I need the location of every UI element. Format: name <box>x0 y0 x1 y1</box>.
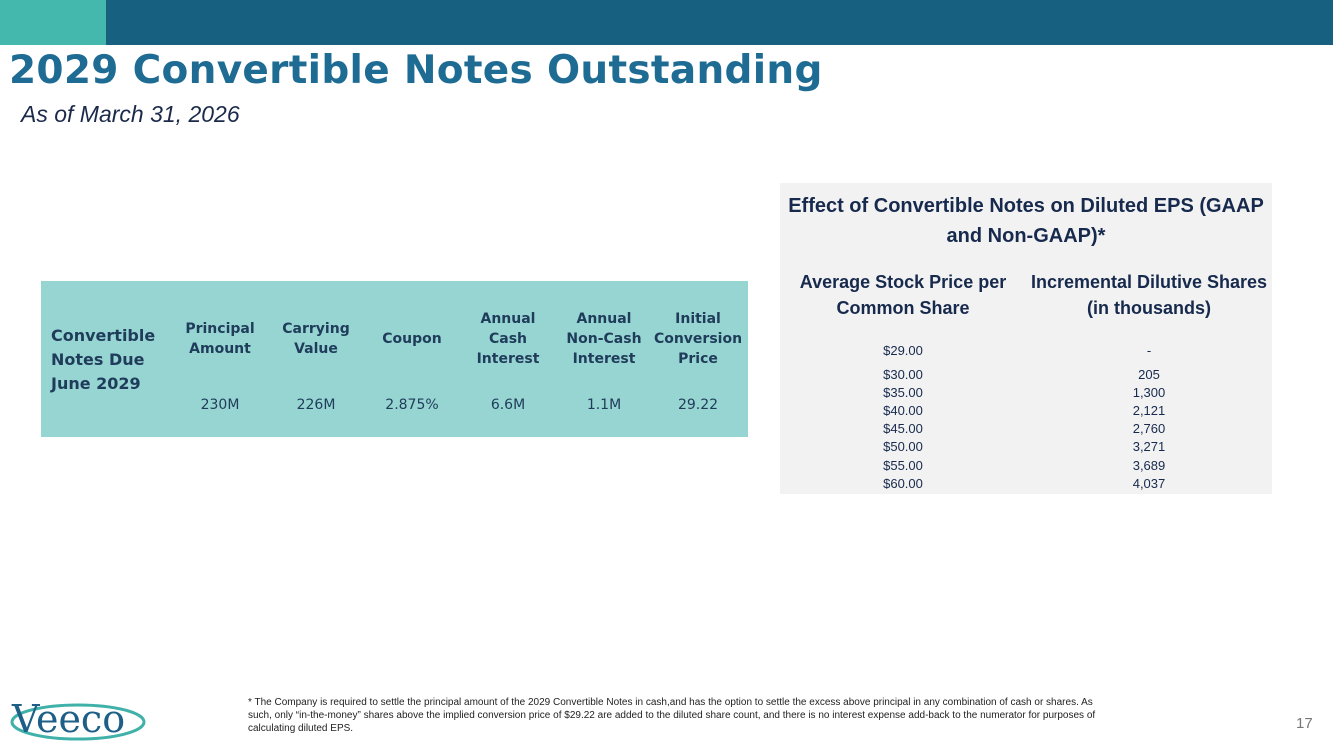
table-row: $50.00 3,271 <box>780 439 1272 457</box>
eps-col-header-shares: Incremental Dilutive Shares (in thousand… <box>1030 272 1268 318</box>
table-row: $55.00 3,689 <box>780 458 1272 476</box>
page-title: 2029 Convertible Notes Outstanding <box>9 48 823 93</box>
page-number: 17 <box>1296 715 1313 732</box>
eps-shares-cell: 3,271 <box>1132 439 1166 454</box>
eps-shares-cell: 1,300 <box>1132 385 1166 400</box>
logo-text: Veeco <box>11 697 125 741</box>
eps-price-cell: $30.00 <box>883 367 923 382</box>
col-header-noncash-interest: Annual Non-Cash Interest <box>566 311 642 367</box>
col-header-principal: Principal Amount <box>185 321 255 357</box>
header-accent-block <box>0 0 106 45</box>
convertible-notes-table: Convertible Notes Due June 2029 Principa… <box>41 281 748 437</box>
table-row: $30.00 205 <box>780 367 1272 385</box>
footnote: * The Company is required to settle the … <box>248 697 1096 734</box>
eps-price-cell: $50.00 <box>883 439 923 454</box>
col-header-carrying: Carrying Value <box>282 321 350 357</box>
eps-price-cell: $40.00 <box>883 403 923 418</box>
value-conversion-price: 29.22 <box>677 397 719 413</box>
value-principal: 230M <box>200 397 240 413</box>
eps-price-cell: $60.00 <box>883 476 923 491</box>
eps-col-header-price: Average Stock Price per Common Share <box>799 272 1007 318</box>
eps-shares-cell: - <box>1146 343 1152 358</box>
page-subtitle: As of March 31, 2026 <box>21 101 240 127</box>
eps-shares-cell: 4,037 <box>1132 476 1166 491</box>
table-row: $45.00 2,760 <box>780 421 1272 439</box>
eps-shares-cell: 205 <box>1138 367 1160 382</box>
col-header-conversion-price: Initial Conversion Price <box>653 311 743 367</box>
table-row: $35.00 1,300 <box>780 385 1272 403</box>
eps-shares-cell: 3,689 <box>1132 458 1166 473</box>
diluted-eps-table: Effect of Convertible Notes on Diluted E… <box>780 183 1272 494</box>
eps-price-cell: $35.00 <box>883 385 923 400</box>
eps-price-cell: $29.00 <box>883 343 923 358</box>
value-noncash-interest: 1.1M <box>586 397 622 413</box>
eps-shares-cell: 2,760 <box>1132 421 1166 436</box>
eps-price-cell: $45.00 <box>883 421 923 436</box>
table-row: $60.00 4,037 <box>780 476 1272 494</box>
notes-row-label: Convertible Notes Due June 2029 <box>51 326 156 393</box>
header-bar <box>0 0 1333 45</box>
col-header-coupon: Coupon <box>382 331 442 347</box>
veeco-logo: Veeco <box>10 697 146 741</box>
eps-shares-cell: 2,121 <box>1132 403 1166 418</box>
col-header-cash-interest: Annual Cash Interest <box>476 311 540 367</box>
value-carrying: 226M <box>296 397 336 413</box>
table-row: $40.00 2,121 <box>780 403 1272 421</box>
value-cash-interest: 6.6M <box>490 397 526 413</box>
eps-price-cell: $55.00 <box>883 458 923 473</box>
table-row: $29.00 - <box>780 343 1272 361</box>
value-coupon: 2.875% <box>385 397 439 413</box>
eps-table-title: Effect of Convertible Notes on Diluted E… <box>788 195 1264 247</box>
